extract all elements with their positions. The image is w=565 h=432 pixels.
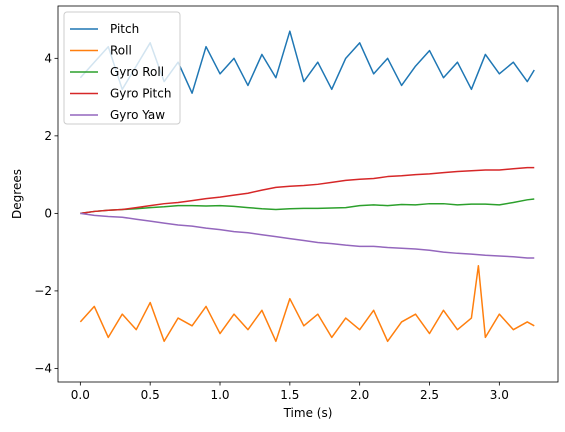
series-line-roll <box>79 264 535 343</box>
x-tick-label: 2.0 <box>350 388 369 402</box>
legend-box <box>63 11 181 125</box>
legend-label: Pitch <box>110 22 139 36</box>
x-tick-label: 3.0 <box>490 388 509 402</box>
legend-label: Roll <box>110 44 132 58</box>
x-tick-label: 1.0 <box>210 388 229 402</box>
y-tick-label: 2 <box>44 129 52 143</box>
y-tick-label: 0 <box>44 206 52 220</box>
series-line-gyro-yaw <box>80 212 535 259</box>
x-tick-label: 1.5 <box>280 388 299 402</box>
y-tick-label: 4 <box>44 51 52 65</box>
y-axis-label: Degrees <box>10 169 24 219</box>
x-tick-label: 2.5 <box>420 388 439 402</box>
legend-label: Gyro Roll <box>110 65 164 79</box>
y-tick-label: −4 <box>34 361 52 375</box>
x-tick-label: 0.0 <box>71 388 90 402</box>
y-tick-label: −2 <box>34 284 52 298</box>
series-line-gyro-roll <box>80 198 535 215</box>
y-axis-ticks: −4 −2 0 2 4 <box>34 51 58 375</box>
x-tick-label: 0.5 <box>141 388 160 402</box>
legend: Pitch Roll Gyro Roll Gyro Pitch Gyro Yaw <box>63 11 181 125</box>
series-line-gyro-pitch <box>80 166 535 215</box>
x-axis-ticks: 0.0 0.5 1.0 1.5 2.0 2.5 3.0 <box>71 382 509 402</box>
legend-label: Gyro Yaw <box>110 108 165 122</box>
legend-label: Gyro Pitch <box>110 87 171 101</box>
x-axis-label: Time (s) <box>283 406 333 420</box>
